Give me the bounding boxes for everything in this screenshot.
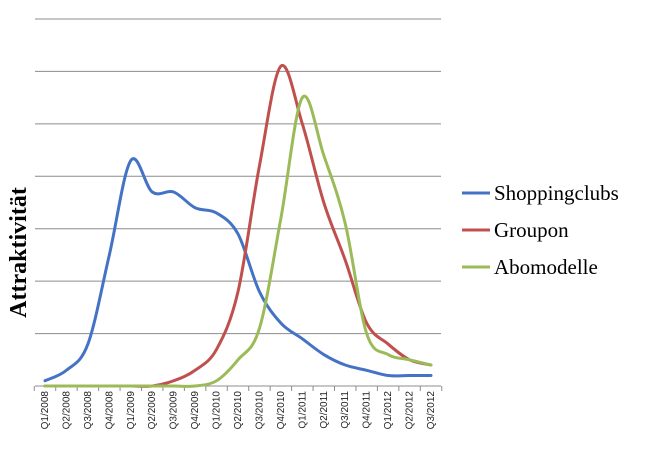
- x-tick-label: Q4/2011: [362, 391, 373, 429]
- x-tick-label: Q4/2010: [276, 391, 287, 430]
- x-axis-ticks: Q1/2008 Q2/2008 Q3/2008 Q4/2008 Q1/2009 Q2/20…: [33, 386, 443, 430]
- legend-label: Shoppingclubs: [494, 181, 619, 205]
- x-tick-label: Q1/2009: [126, 391, 137, 430]
- x-tick-label: Q2/2010: [233, 391, 244, 430]
- x-tick-label: Q2/2012: [405, 391, 416, 430]
- x-tick-label: Q3/2008: [83, 391, 94, 430]
- series-layer: [43, 64, 433, 388]
- x-tick-label: Q3/2009: [169, 391, 180, 430]
- x-tick-label: Q1/2008: [40, 391, 51, 430]
- legend: Shoppingclubs Groupon Abomodelle: [462, 181, 619, 279]
- x-tick-label: Q1/2011: [297, 391, 308, 429]
- series-line-shoppingclubs: [43, 157, 433, 383]
- y-axis-title: Attraktivität: [6, 187, 32, 318]
- x-tick-label: Q3/2012: [426, 391, 437, 430]
- x-tick-label: Q4/2008: [104, 391, 115, 430]
- x-tick-label: Q2/2011: [319, 391, 330, 429]
- x-tick-label: Q2/2009: [147, 391, 158, 430]
- x-tick-label: Q1/2010: [212, 391, 223, 430]
- legend-label: Abomodelle: [494, 255, 598, 279]
- x-tick-label: Q3/2011: [340, 391, 351, 429]
- x-tick-label: Q2/2008: [61, 391, 72, 430]
- series-line-groupon: [43, 64, 433, 388]
- series-line-abomodelle: [43, 94, 433, 388]
- x-tick-label: Q4/2009: [190, 391, 201, 430]
- x-tick-label: Q1/2012: [383, 391, 394, 430]
- legend-label: Groupon: [494, 218, 569, 242]
- x-tick-label: Q3/2010: [254, 391, 265, 430]
